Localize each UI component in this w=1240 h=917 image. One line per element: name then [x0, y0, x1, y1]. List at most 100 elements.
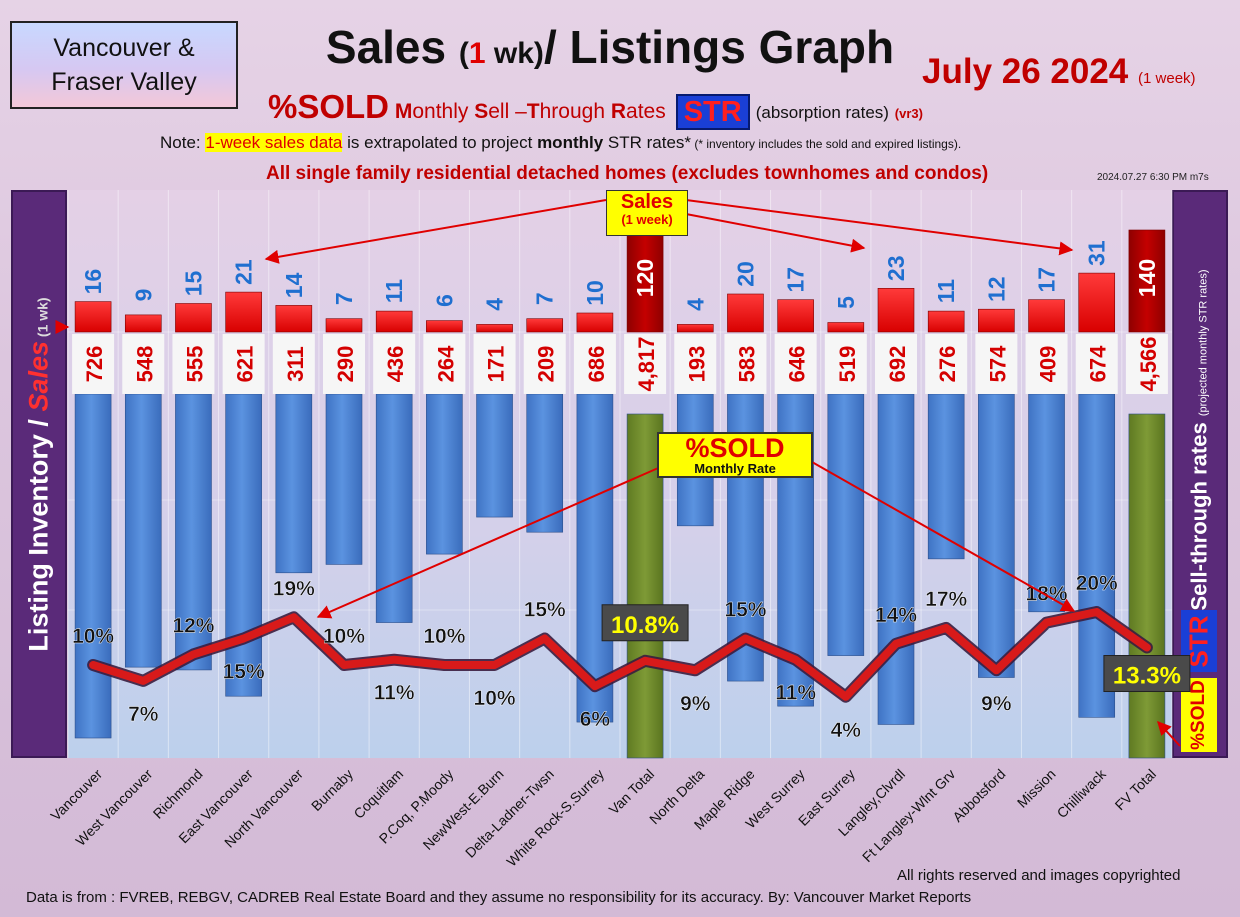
region-line-1: Vancouver & — [53, 34, 195, 62]
inventory-bar — [426, 393, 463, 555]
inventory-bar — [827, 393, 865, 656]
inventory-bars — [74, 393, 1166, 759]
str-label: 6% — [580, 708, 611, 731]
inventory-label-box — [272, 334, 315, 394]
sales-bar — [175, 303, 212, 333]
inventory-label: 555 — [182, 346, 207, 383]
str-label: 15% — [724, 599, 766, 622]
sales-label: 6 — [431, 294, 457, 307]
inventory-label-box — [423, 334, 466, 394]
sales-label: 5 — [833, 296, 859, 309]
inventory-label-box — [222, 334, 265, 394]
sales-label: 11 — [381, 279, 407, 304]
total-str-label-box — [1103, 655, 1191, 693]
left-axis-panel — [11, 190, 67, 758]
inventory-label: 311 — [283, 346, 308, 382]
inventory-bar — [1128, 413, 1166, 759]
date-note: (1 week) — [1138, 70, 1196, 87]
sales-bar — [1028, 299, 1065, 333]
inventory-label: 621 — [233, 346, 258, 383]
sales-label: 12 — [983, 276, 1009, 302]
sales-label: 4 — [482, 298, 508, 311]
sales-bar — [877, 287, 915, 333]
inventory-label: 290 — [333, 346, 358, 383]
inventory-label: 409 — [1036, 346, 1061, 383]
inventory-bar — [275, 393, 313, 574]
inventory-label-box — [975, 334, 1018, 394]
sales-label: 4 — [682, 298, 708, 311]
inventory-label-box — [373, 334, 416, 394]
sales-bar — [526, 318, 564, 333]
str-label: 15% — [223, 661, 265, 684]
inventory-label: 264 — [433, 345, 458, 382]
inventory-bar — [225, 393, 262, 697]
absorption-note: (absorption rates) — [755, 103, 889, 122]
x-axis-category-label: Abbotsford — [949, 766, 1008, 825]
title-one: 1 — [468, 37, 486, 70]
version-tag: (vr3) — [894, 106, 923, 121]
sales-bar — [978, 308, 1015, 333]
page-title: Sales (1 wk)/ Listings Graph — [250, 20, 970, 74]
sales-label: 10 — [582, 280, 608, 306]
inventory-label-box — [473, 334, 516, 394]
str-label: 12% — [172, 614, 214, 637]
inventory-bar — [175, 393, 212, 671]
inventory-label-box — [875, 334, 917, 394]
str-label: 10% — [72, 625, 114, 648]
inventory-label-box — [122, 334, 165, 394]
title-paren: ( — [458, 37, 469, 70]
sub-word-cap: R — [610, 100, 627, 123]
sub-word-cap: S — [474, 100, 489, 123]
sales-bar — [676, 324, 714, 333]
inventory-bar — [927, 393, 965, 560]
note-end: STR rates* — [603, 133, 692, 152]
footer-rights: All rights reserved and images copyright… — [897, 867, 1181, 884]
sales-label: 7 — [532, 292, 558, 305]
note-mid: is extrapolated to project — [342, 133, 538, 152]
sales-bars — [74, 229, 1166, 333]
note-bold: monthly — [537, 133, 604, 152]
sales-callout: Sales (1 week) — [606, 190, 688, 236]
date-text: July 26 2024 — [922, 52, 1129, 91]
region-line-2: Fraser Valley — [51, 68, 197, 96]
sales-label: 140 — [1134, 259, 1160, 297]
inventory-labels: 726 548 555 621 311 290 436 264 171 209 686 4,817 19… — [72, 334, 1168, 394]
sales-label: 23 — [883, 256, 909, 282]
sales-bar — [426, 320, 463, 333]
inventory-label-box — [674, 334, 717, 394]
sub-word-rest: ell – — [488, 100, 527, 123]
sales-label: 9 — [130, 289, 156, 302]
str-label: 10% — [474, 687, 516, 710]
inventory-label: 574 — [985, 345, 1010, 382]
inventory-bar — [1028, 393, 1065, 613]
sales-label: 15 — [180, 271, 206, 297]
sub-word-rest: hrough — [539, 100, 611, 123]
sub-word-rest: ates — [626, 100, 666, 123]
str-label: 4% — [831, 719, 862, 742]
inventory-label-box — [1025, 334, 1068, 394]
sales-arrow-mid — [685, 213, 866, 253]
inventory-label-box — [624, 334, 667, 394]
x-axis-category-label: Delta-Ladner-Twsn — [462, 766, 557, 861]
inventory-label: 171 — [484, 346, 509, 383]
sales-arrow-left — [264, 199, 607, 264]
str-label: 10% — [423, 625, 465, 648]
inventory-label: 583 — [734, 346, 759, 383]
sales-callout-title: Sales — [620, 191, 674, 213]
str-label: 10% — [323, 625, 365, 648]
inventory-label: 436 — [383, 346, 408, 383]
sold-arrow-left — [316, 461, 673, 619]
inventory-label: 276 — [935, 346, 960, 383]
sales-bar — [576, 312, 614, 333]
sales-bar — [727, 293, 764, 333]
str-labels: 10% 7% 12% 15% 19% 10% 11% 10% 10% 15% 6% 10.8% 9% 15… — [72, 572, 1191, 742]
str-line — [87, 606, 1153, 703]
note-highlight: 1-week sales data — [205, 133, 343, 152]
x-axis-category-label: Van Total — [606, 766, 658, 818]
sales-bar — [375, 310, 413, 333]
timestamp: 2024.07.27 6:30 PM m7s — [1097, 172, 1209, 183]
x-axis-category-label: Ft Langley-Wlnt Grv — [859, 766, 958, 865]
str-label: 19% — [273, 577, 315, 600]
total-str-label: 13.3% — [1113, 663, 1181, 690]
inventory-bar — [877, 393, 915, 725]
